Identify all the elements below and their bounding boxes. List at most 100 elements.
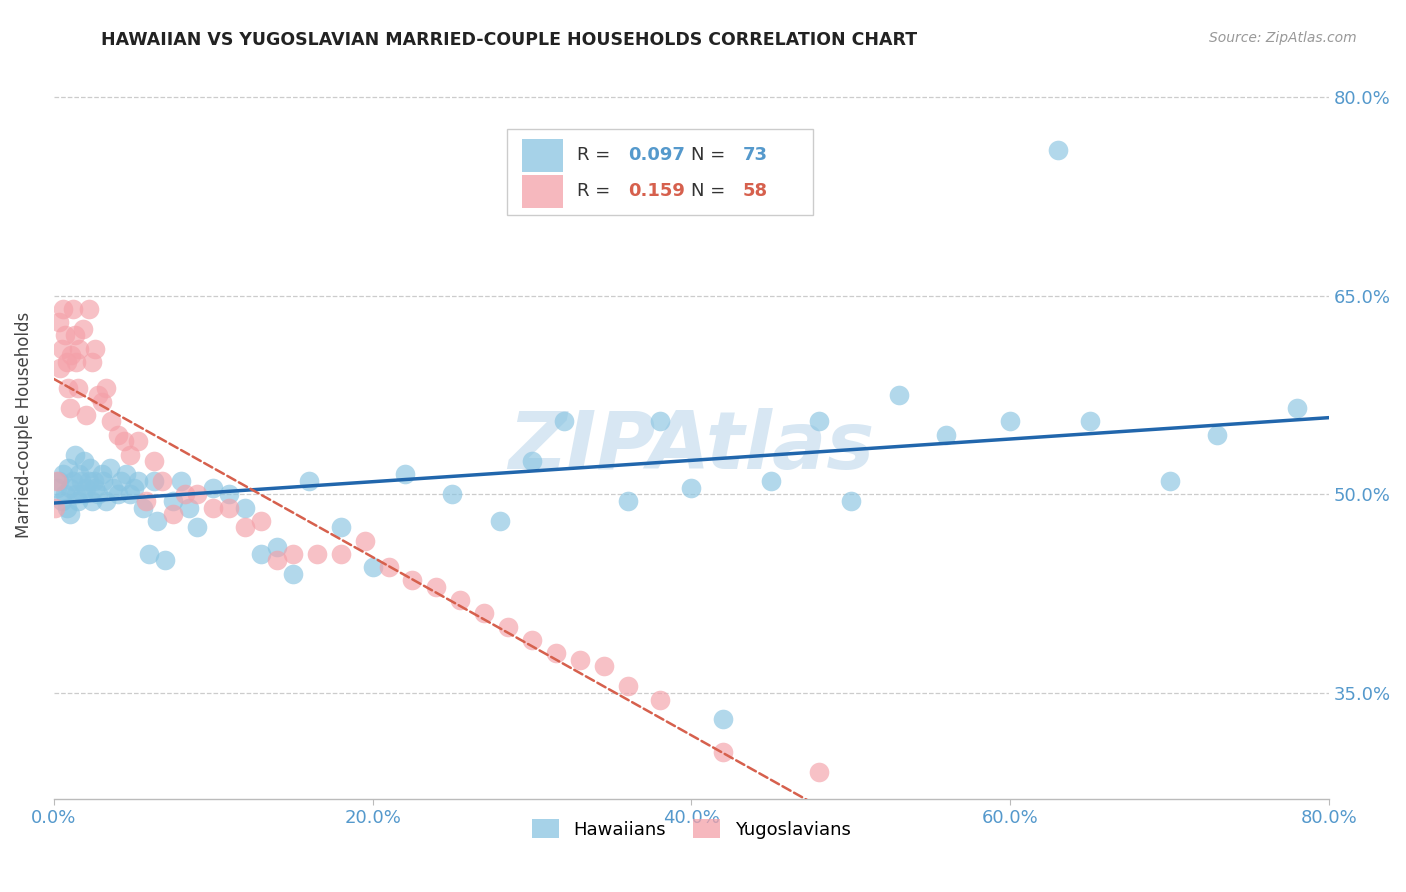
Point: [520, 454, 543, 468]
Point: [80, 355, 103, 369]
Text: HAWAIIAN VS YUGOSLAVIAN MARRIED-COUPLE HOUSEHOLDS CORRELATION CHART: HAWAIIAN VS YUGOSLAVIAN MARRIED-COUPLE H…: [101, 31, 917, 49]
Point: [759, 474, 782, 488]
Point: [44, 500, 66, 515]
Point: [91, 474, 114, 488]
Point: [48, 315, 70, 329]
Point: [60, 348, 83, 362]
Point: [250, 514, 273, 528]
Point: [90, 394, 112, 409]
Point: [65, 355, 87, 369]
Point: [441, 487, 464, 501]
Point: [648, 414, 671, 428]
Point: [65, 487, 87, 501]
Point: [1286, 401, 1309, 416]
Point: [84, 342, 107, 356]
Point: [202, 481, 225, 495]
Point: [266, 541, 288, 555]
Point: [127, 434, 149, 449]
Point: [59, 507, 82, 521]
Point: [80, 494, 103, 508]
Point: [132, 500, 155, 515]
Point: [162, 494, 184, 508]
Point: [616, 679, 638, 693]
Point: [711, 712, 734, 726]
Point: [329, 547, 352, 561]
Point: [75, 408, 97, 422]
Point: [401, 574, 423, 588]
Point: [55, 500, 77, 515]
Point: [377, 560, 399, 574]
Point: [53, 328, 76, 343]
Point: [353, 533, 375, 548]
Point: [266, 553, 288, 567]
Point: [592, 659, 614, 673]
Point: [101, 481, 124, 495]
Point: [59, 401, 82, 416]
Point: [96, 494, 118, 508]
Point: [62, 474, 84, 488]
Point: [329, 520, 352, 534]
Text: 73: 73: [742, 146, 768, 164]
Point: [568, 653, 591, 667]
Point: [112, 434, 135, 449]
Point: [155, 553, 177, 567]
Point: [135, 494, 157, 508]
Text: 58: 58: [742, 182, 768, 201]
Point: [520, 632, 543, 647]
Point: [63, 448, 86, 462]
Text: N =: N =: [692, 182, 731, 201]
Point: [143, 454, 166, 468]
Text: R =: R =: [576, 182, 616, 201]
Point: [496, 620, 519, 634]
Point: [1047, 143, 1070, 157]
Point: [1000, 414, 1022, 428]
Point: [250, 547, 273, 561]
Point: [150, 474, 173, 488]
Point: [553, 414, 575, 428]
Point: [361, 560, 384, 574]
Point: [79, 460, 101, 475]
Point: [120, 487, 142, 501]
Point: [107, 487, 129, 501]
Point: [70, 474, 93, 488]
Point: [77, 474, 100, 488]
Legend: Hawaiians, Yugoslavians: Hawaiians, Yugoslavians: [524, 812, 858, 846]
Point: [887, 388, 910, 402]
Point: [52, 467, 75, 482]
Text: 0.159: 0.159: [627, 182, 685, 201]
FancyBboxPatch shape: [522, 139, 562, 172]
Point: [218, 500, 240, 515]
Point: [98, 460, 121, 475]
Point: [233, 520, 256, 534]
Point: [46, 474, 69, 488]
Point: [56, 460, 79, 475]
Point: [186, 487, 208, 501]
Point: [218, 487, 240, 501]
Point: [202, 500, 225, 515]
Point: [233, 500, 256, 515]
Point: [179, 500, 201, 515]
Point: [87, 388, 110, 402]
Point: [138, 547, 160, 561]
Point: [1159, 474, 1181, 488]
Point: [305, 547, 328, 561]
Text: N =: N =: [692, 146, 731, 164]
Point: [100, 414, 122, 428]
FancyBboxPatch shape: [522, 175, 562, 208]
Text: Source: ZipAtlas.com: Source: ZipAtlas.com: [1209, 31, 1357, 45]
Point: [281, 566, 304, 581]
Point: [107, 427, 129, 442]
Point: [67, 467, 90, 482]
Text: R =: R =: [576, 146, 616, 164]
Text: ZIPAtlas: ZIPAtlas: [509, 409, 875, 486]
Point: [711, 746, 734, 760]
Point: [120, 448, 142, 462]
Point: [394, 467, 416, 482]
Point: [49, 361, 72, 376]
Point: [96, 381, 118, 395]
Point: [648, 692, 671, 706]
Point: [298, 474, 321, 488]
Point: [83, 474, 105, 488]
Point: [472, 607, 495, 621]
Point: [807, 765, 830, 780]
